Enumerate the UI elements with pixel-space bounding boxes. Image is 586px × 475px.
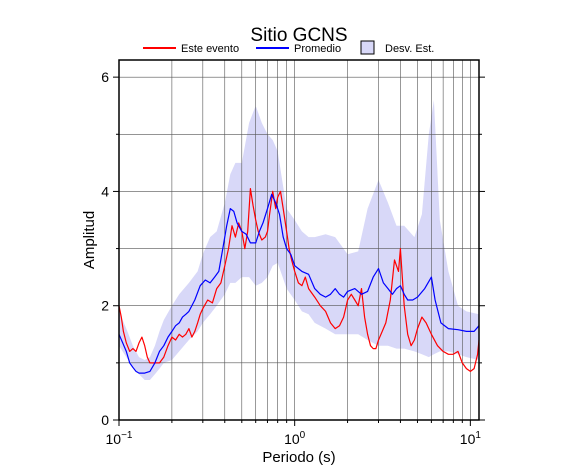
legend-swatch-2 [360, 40, 375, 55]
grid-lines [119, 60, 479, 420]
legend: Este evento Promedio Desv. Est. [143, 40, 434, 55]
legend-label-2: Desv. Est. [385, 43, 434, 55]
series-line-promedio [118, 193, 480, 374]
plot-frame [118, 59, 480, 421]
y-tick-label: 2 [101, 298, 109, 314]
x-tick-label: 100 [284, 430, 306, 447]
x-tick-label: 101 [460, 430, 482, 447]
y-axis-label: Amplitud [81, 211, 98, 269]
chart-title: Sitio GCNS [250, 25, 347, 46]
series-line-este-evento [118, 188, 480, 372]
x-tick-label: 10−1 [106, 430, 133, 447]
plot-area: 0 2 4 6 10−1 100 101 [101, 59, 485, 447]
axis-ticks: 0 2 4 6 10−1 100 101 [101, 69, 485, 447]
data-lines [118, 188, 480, 374]
y-tick-label: 4 [101, 183, 109, 199]
y-tick-label: 6 [101, 69, 109, 85]
legend-label-0: Este evento [181, 43, 239, 55]
x-axis-label: Periodo (s) [262, 449, 335, 466]
std-band-area [119, 100, 479, 380]
y-tick-label: 0 [101, 412, 109, 428]
legend-label-1: Promedio [294, 43, 341, 55]
